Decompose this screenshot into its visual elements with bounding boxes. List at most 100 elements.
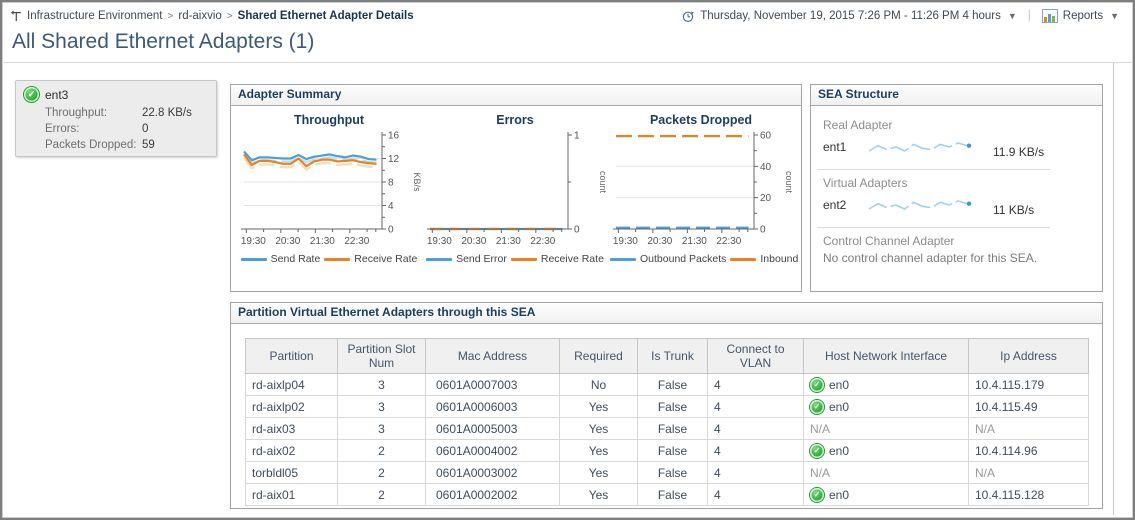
breadcrumb-item-host[interactable]: rd-aixvio: [178, 10, 222, 22]
col-partition: Partition: [245, 338, 338, 374]
partitions-table: Partition Partition Slot Num Mac Address…: [245, 338, 1089, 506]
section-label: Real Adapter: [823, 118, 893, 132]
cell-required: Yes: [559, 395, 638, 418]
chart-title: Errors: [496, 113, 534, 127]
table-row[interactable]: rd-aixlp02 3 0601A0006003 Yes False 4 ✓ en0 10.4…: [245, 395, 1089, 418]
host-interface-name: en0: [829, 377, 850, 392]
table-row[interactable]: rd-aix03 3 0601A0005003 Yes False 4 N/A N/A: [245, 417, 1089, 440]
partitions-panel: Partition Virtual Ethernet Adapters thro…: [230, 302, 1103, 509]
host-interface-name: en0: [829, 487, 850, 502]
time-range-icon: [683, 10, 695, 22]
cell-ip-address: N/A: [968, 417, 1089, 440]
cell-ip-address: 10.4.114.96: [968, 439, 1089, 462]
reports-icon: [1041, 9, 1058, 23]
cell-slot-num: 2: [337, 461, 426, 484]
errors-chart: Errors 0 1 19:30 20:30 21:30 22:30 count Send …: [422, 108, 608, 265]
metric-value: 22.8 KB/s: [142, 107, 192, 119]
svg-text:0: 0: [760, 225, 766, 236]
time-and-reports: Thursday, November 19, 2015 7:26 PM - 11…: [682, 9, 1119, 23]
adapter-rate: 11.9 KB/s: [993, 145, 1045, 159]
table-row[interactable]: torbldl05 2 0601A0003002 Yes False 4 N/A N/A: [245, 461, 1089, 484]
charts-row: Throughput 0 4 8 12 16 19:30 20:30 21:30 22:30 KB…: [231, 106, 801, 267]
header-divider: [2, 62, 1133, 63]
cell-vlan: 4: [707, 461, 804, 484]
cell-slot-num: 3: [337, 417, 426, 440]
cell-is-trunk: False: [637, 439, 708, 462]
cell-host-interface: ✓ en0: [803, 439, 969, 462]
cell-vlan: 4: [707, 483, 804, 506]
cell-vlan: 4: [707, 395, 804, 418]
svg-text:20:30: 20:30: [647, 236, 672, 247]
metric-label: Throughput:: [45, 107, 108, 119]
adapter-tile-ent3[interactable]: ✓ ent3 Throughput: 22.8 KB/s Errors: 0 P…: [15, 80, 217, 157]
cell-vlan: 4: [707, 439, 804, 462]
cell-is-trunk: False: [637, 373, 708, 396]
reports-menu[interactable]: Reports ▼: [1041, 9, 1119, 23]
scrollbar-track[interactable]: [1113, 63, 1114, 515]
svg-text:21:30: 21:30: [496, 236, 521, 247]
legend-swatch: [426, 257, 453, 261]
legend-label: Send Rate: [270, 253, 321, 265]
svg-text:60: 60: [760, 131, 772, 142]
chart-legend: Send Error Receive Rate: [422, 253, 608, 265]
section-label: Virtual Adapters: [823, 176, 908, 190]
metric-label: Errors:: [45, 123, 80, 135]
chevron-down-icon: ▼: [1007, 11, 1017, 21]
cell-ip-address: 10.4.115.179: [968, 373, 1089, 396]
cell-partition: rd-aixlp04: [245, 373, 338, 396]
svg-text:22:30: 22:30: [344, 236, 369, 247]
table-row[interactable]: rd-aixlp04 3 0601A0007003 No False 4 ✓ en0 10.4.…: [245, 373, 1089, 396]
svg-text:22:30: 22:30: [716, 236, 741, 247]
adapter-rate: 11 KB/s: [993, 203, 1035, 217]
col-host-network-interface: Host Network Interface: [803, 338, 969, 374]
svg-text:19:30: 19:30: [427, 236, 452, 247]
cell-ip-address: N/A: [968, 461, 1089, 484]
cell-ip-address: 10.4.115.128: [968, 483, 1089, 506]
breadcrumb: Infrastructure Environment > rd-aixvio >…: [10, 10, 414, 22]
svg-text:20:30: 20:30: [461, 236, 486, 247]
adapter-name[interactable]: ent1: [823, 140, 847, 154]
breadcrumb-separator: >: [167, 10, 174, 22]
throughput-plot: 0 4 8 12 16 19:30 20:30 21:30 22:30 KB/s: [241, 131, 422, 248]
table-row[interactable]: rd-aix01 2 0601A0002002 Yes False 4 ✓ en0 10.4.1…: [245, 483, 1089, 506]
svg-text:19:30: 19:30: [613, 236, 638, 247]
cell-mac-address: 0601A0005003: [425, 417, 560, 440]
section-divider: [817, 169, 1050, 170]
metric-value: 59: [142, 139, 155, 151]
cell-required: Yes: [559, 417, 638, 440]
throughput-sparkline: [868, 200, 972, 210]
cell-slot-num: 2: [337, 483, 426, 506]
time-range-selector[interactable]: Thursday, November 19, 2015 7:26 PM - 11…: [682, 10, 1017, 23]
svg-text:0: 0: [574, 225, 580, 236]
packets-dropped-plot: 0 20 40 60 19:30 20:30 21:30 22:30 count: [613, 131, 794, 248]
cell-vlan: 4: [707, 373, 804, 396]
svg-text:21:30: 21:30: [682, 236, 707, 247]
legend-label: Receive Rate: [354, 253, 418, 265]
legend-item: Inbound Pack: [730, 253, 801, 265]
chart-legend: Outbound Packets Inbound Pack: [608, 253, 801, 265]
section-label: Control Channel Adapter: [823, 234, 955, 248]
cell-mac-address: 0601A0004002: [425, 439, 560, 462]
metric-value: 0: [142, 123, 149, 135]
adapter-name[interactable]: ent2: [823, 198, 847, 212]
cell-required: Yes: [559, 461, 638, 484]
metric-label: Packets Dropped:: [45, 139, 137, 151]
chart-title: Throughput: [293, 113, 365, 127]
adapter-summary-panel: Adapter Summary Throughput 0 4 8 12 16 19:30 2…: [230, 84, 802, 292]
cell-partition: rd-aix01: [245, 483, 338, 506]
chart-title: Packets Dropped: [649, 113, 753, 127]
cell-host-interface: N/A: [803, 461, 969, 484]
breadcrumb-item-current: Shared Ethernet Adapter Details: [237, 10, 414, 22]
breadcrumb-item-infrastructure[interactable]: Infrastructure Environment: [27, 10, 163, 22]
status-ok-icon: ✓: [810, 399, 824, 414]
cell-is-trunk: False: [637, 395, 708, 418]
cell-mac-address: 0601A0003002: [425, 461, 560, 484]
cell-mac-address: 0601A0002002: [425, 483, 560, 506]
cell-is-trunk: False: [637, 483, 708, 506]
table-row[interactable]: rd-aix02 2 0601A0004002 Yes False 4 ✓ en0 10.4.1…: [245, 439, 1089, 462]
svg-text:16: 16: [388, 131, 400, 142]
col-mac-address: Mac Address: [425, 338, 560, 374]
tile-metric-row: Throughput: 22.8 KB/s: [45, 105, 208, 121]
legend-swatch: [510, 257, 537, 261]
control-channel-section: Control Channel Adapter No control chann…: [811, 228, 1102, 267]
